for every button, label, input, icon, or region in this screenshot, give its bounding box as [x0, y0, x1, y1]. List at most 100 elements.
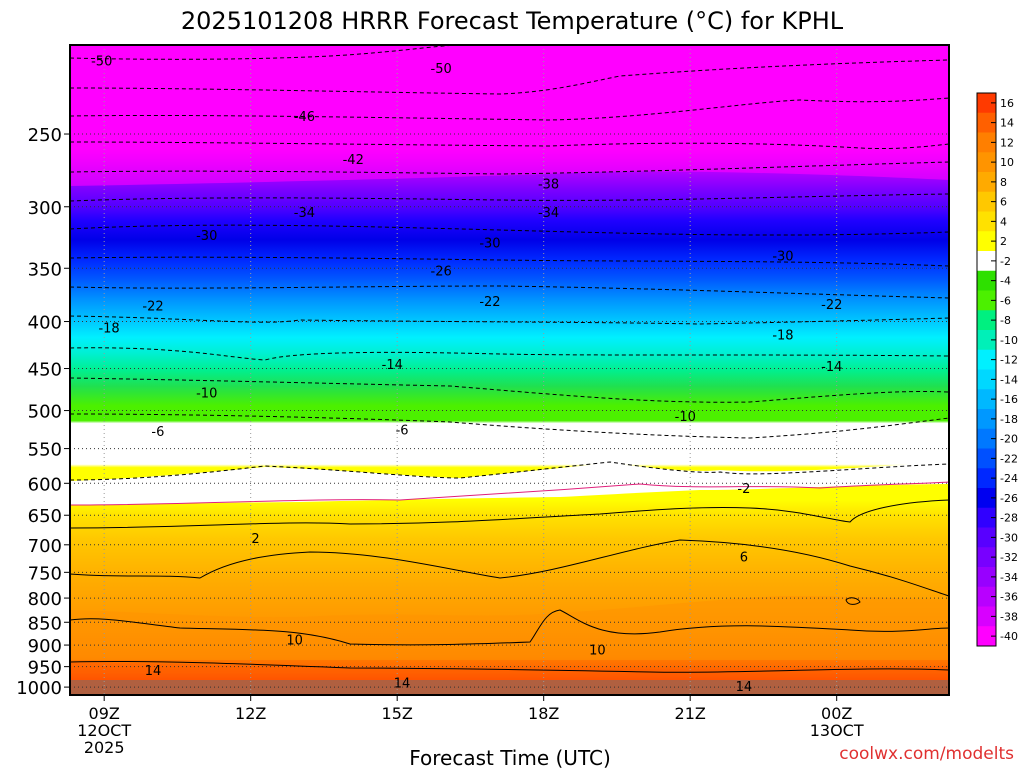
- colorbar-label: -36: [1000, 591, 1018, 604]
- colorbar-swatch: [977, 428, 996, 449]
- contour-label: 14: [145, 664, 162, 679]
- contour-label-text: -34: [538, 206, 559, 221]
- colorbar-swatch: [977, 132, 996, 153]
- y-tick-label: 300: [28, 198, 62, 219]
- contour-minus30: [70, 224, 949, 236]
- colorbar-label: -24: [1000, 472, 1018, 485]
- colorbar-label: -26: [1000, 492, 1018, 505]
- contour-label: -22: [142, 299, 163, 314]
- contour-minus6: [70, 413, 949, 439]
- contour-label-text: -22: [142, 299, 163, 314]
- colorbar-label: 16: [1000, 97, 1014, 110]
- colorbar-swatch: [977, 152, 996, 173]
- y-tick-label: 500: [28, 402, 62, 423]
- x-tick-label: 00Z: [821, 704, 852, 723]
- colorbar-swatch: [977, 389, 996, 410]
- colorbar-swatch: [977, 468, 996, 489]
- contour-label-text: -30: [772, 250, 793, 265]
- surface-band: [70, 680, 949, 695]
- contour-label-text: -38: [538, 177, 559, 192]
- contour-label: -42: [343, 153, 364, 168]
- colorbar-label: -12: [1000, 354, 1018, 367]
- x-tick-label: 21Z: [675, 704, 706, 723]
- colorbar-swatch: [977, 527, 996, 548]
- contour-label-text: -10: [675, 410, 696, 425]
- colorbar-swatch: [977, 211, 996, 232]
- contour-label-text: -18: [98, 321, 119, 336]
- y-tick-label: 1000: [16, 678, 62, 699]
- colorbar-swatch: [977, 567, 996, 588]
- colorbar-swatch: [977, 191, 996, 212]
- contour-label-text: -42: [343, 153, 364, 168]
- colorbar: 16 14 12 10 8 6 4 2 -2 -4 -6 -8 -10 -12 -14 -16 -18 -20 -2…: [976, 92, 1018, 647]
- colorbar-label: -18: [1000, 413, 1018, 426]
- contour-label-text: -26: [431, 265, 452, 280]
- contour-label-text: 2: [251, 532, 259, 547]
- pressure-gridlines: [70, 133, 949, 688]
- contour-minus38: [70, 161, 949, 175]
- contour-label-text: 10: [286, 634, 303, 649]
- contour-label-text: -30: [479, 236, 500, 251]
- contour-label-text: -6: [151, 425, 164, 440]
- x-axis-label: Forecast Time (UTC): [409, 746, 611, 768]
- colorbar-swatch: [977, 270, 996, 291]
- contour-label-text: -22: [821, 298, 842, 313]
- contour-label: -14: [382, 358, 403, 373]
- contour-label-text: 10: [589, 643, 606, 658]
- contour-label: 14: [394, 676, 411, 691]
- contour-label: -6: [396, 423, 409, 438]
- colorbar-label: -6: [1000, 294, 1011, 307]
- contour-minus14: [70, 347, 949, 361]
- colorbar-swatch: [977, 251, 996, 272]
- colorbar-swatch: [977, 547, 996, 568]
- contour-minus10: [70, 377, 949, 403]
- colorbar-swatch: [977, 626, 996, 647]
- contour-label-text: -14: [821, 360, 842, 375]
- colorbar-swatch: [977, 448, 996, 469]
- contour-label: -22: [479, 295, 500, 310]
- contour-label: -2: [737, 482, 750, 497]
- x-tick-label: 13OCT: [810, 721, 864, 740]
- colorbar-swatch: [977, 488, 996, 509]
- contour-label-text: -2: [737, 482, 750, 497]
- x-tick-label: 12Z: [235, 704, 266, 723]
- contour-label: -10: [196, 387, 217, 402]
- x-tick-label: 2025: [84, 738, 125, 757]
- credit-text: coolwx.com/modelts: [839, 744, 1014, 764]
- colorbar-label: -10: [1000, 334, 1018, 347]
- colorbar-label: -8: [1000, 314, 1011, 327]
- time-gridlines: [103, 45, 838, 695]
- contour-label-text: -46: [294, 110, 315, 125]
- y-tick-label: 400: [28, 313, 62, 334]
- colorbar-label: -20: [1000, 433, 1018, 446]
- contour-label: -34: [538, 206, 559, 221]
- y-tick-label: 250: [28, 125, 62, 146]
- colorbar-swatch: [977, 310, 996, 331]
- contour-label: -34: [294, 206, 315, 221]
- contour-label-text: -10: [196, 387, 217, 402]
- colorbar-label: 14: [1000, 117, 1014, 130]
- colorbar-label: -4: [1000, 275, 1011, 288]
- contour-label-text: -34: [294, 206, 315, 221]
- y-tick-label: 450: [28, 360, 62, 381]
- colorbar-label: -30: [1000, 531, 1018, 544]
- contour-minus50: [70, 59, 949, 95]
- contour-label-text: -30: [196, 229, 217, 244]
- contour-minus2: [70, 461, 949, 481]
- contour-10: [70, 609, 949, 646]
- x-tick-label: 12OCT: [77, 721, 131, 740]
- contour-lines: [70, 45, 949, 673]
- warm-region-10: [70, 596, 949, 660]
- colorbar-label: -34: [1000, 571, 1018, 584]
- contour-label: 10: [589, 643, 606, 658]
- colorbar-label: 6: [1000, 196, 1007, 209]
- gridlines: [70, 45, 949, 695]
- plot-area: -54-50-50-46-42-38-34 -34-30 -30-30-26-22-…: [70, 45, 949, 695]
- contour-label: 2: [251, 532, 259, 547]
- contour-label: -6: [151, 425, 164, 440]
- contour-label-text: -22: [479, 295, 500, 310]
- y-tick-label: 550: [28, 440, 62, 461]
- y-tick-label: 900: [28, 636, 62, 657]
- colorbar-label: 10: [1000, 156, 1014, 169]
